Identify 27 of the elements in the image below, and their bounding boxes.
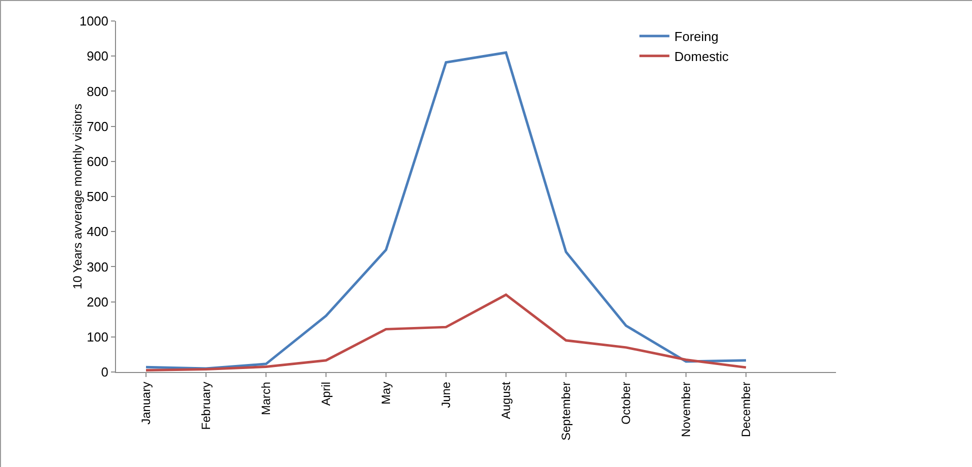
y-tick-label: 800 bbox=[86, 84, 108, 99]
x-tick-label: February bbox=[198, 382, 213, 430]
x-tick-label: April bbox=[318, 382, 333, 406]
x-tick-label: October bbox=[618, 382, 633, 424]
y-tick-label: 1000 bbox=[79, 14, 108, 29]
line-series bbox=[144, 51, 748, 370]
legend-label: Domestic bbox=[674, 48, 730, 64]
legend-label: Foreing bbox=[674, 29, 718, 44]
y-tick-label: 200 bbox=[86, 294, 108, 310]
x-tick-label: June bbox=[438, 381, 453, 408]
line-series bbox=[144, 294, 748, 372]
y-tick-label: 400 bbox=[86, 224, 108, 240]
y-axis-title: 10 Years avverage monthly visitors bbox=[70, 104, 85, 290]
x-tick-label: September bbox=[558, 382, 573, 441]
x-tick-label: November bbox=[678, 382, 693, 438]
y-tick-label: 500 bbox=[86, 189, 108, 204]
x-tick-label: May bbox=[378, 382, 393, 404]
y-tick-label: 100 bbox=[86, 329, 108, 344]
x-tick-label: March bbox=[258, 382, 273, 416]
x-tick-label: August bbox=[498, 381, 513, 420]
y-tick-label: 600 bbox=[86, 154, 108, 169]
y-tick-label: 0 bbox=[101, 364, 108, 380]
x-tick-label: December bbox=[738, 382, 753, 438]
y-tick-label: 300 bbox=[86, 259, 108, 274]
y-tick-label: 900 bbox=[86, 48, 108, 64]
y-tick-label: 700 bbox=[86, 118, 108, 134]
x-tick-label: January bbox=[138, 382, 153, 425]
